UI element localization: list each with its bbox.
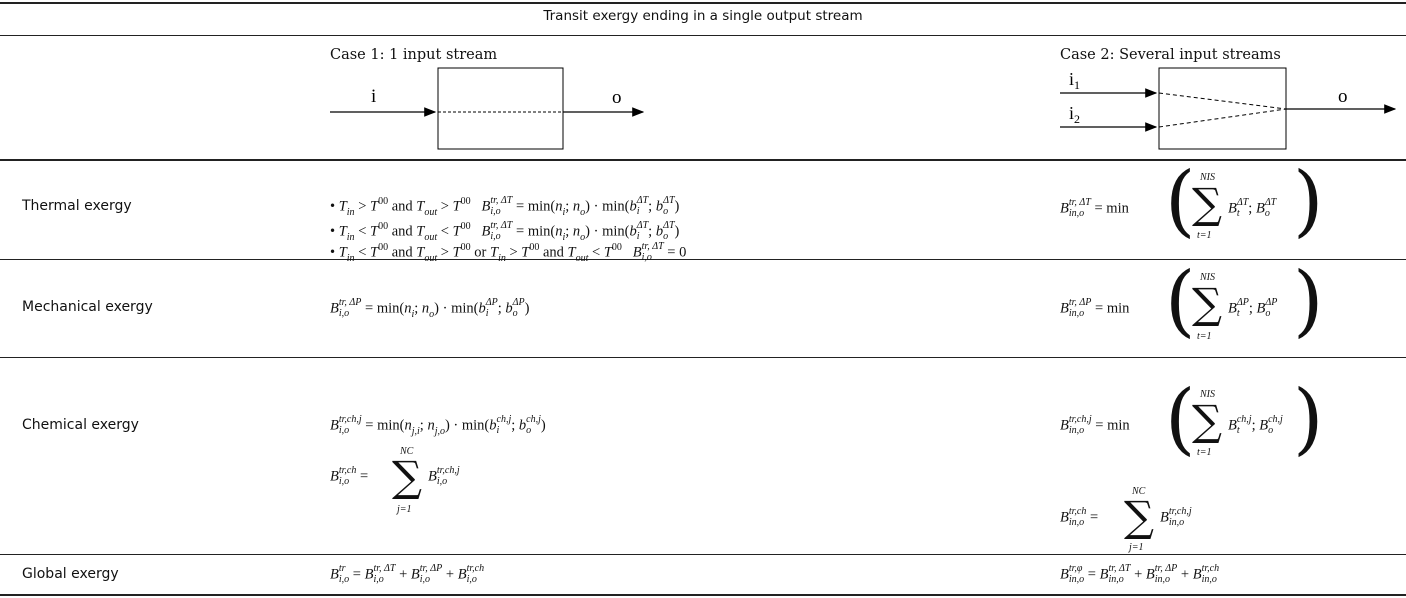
svg-text:i1: i1 bbox=[1069, 69, 1080, 92]
bottom-rule bbox=[0, 594, 1406, 596]
title-rule bbox=[0, 35, 1406, 36]
case1-label: Case 1: 1 input stream bbox=[330, 47, 498, 63]
case2-label: Case 2: Several input streams bbox=[1060, 47, 1281, 63]
mechanical-rule bbox=[0, 357, 1406, 358]
mechanical-sum-upper: NIS bbox=[1200, 272, 1215, 283]
header-rule bbox=[0, 159, 1406, 161]
mechanical-right-paren: ) bbox=[1293, 256, 1324, 346]
table-title: Transit exergy ending in a single output… bbox=[543, 8, 863, 24]
chemical-case2-sum2-sign: ∑ bbox=[1124, 492, 1154, 541]
case2-input2-label: i bbox=[1069, 103, 1074, 123]
thermal-sum-sign: ∑ bbox=[1192, 179, 1222, 228]
mechanical-left-paren: ( bbox=[1165, 256, 1196, 346]
case2-input2-sub: 2 bbox=[1074, 112, 1080, 126]
chemical-sum-upper: NC bbox=[400, 446, 414, 457]
chemical-sum-lower: j=1 bbox=[397, 504, 412, 515]
chemical-case2-sum2-lower: j=1 bbox=[1129, 542, 1144, 553]
row-label-thermal: Thermal exergy bbox=[22, 198, 132, 214]
mechanical-case2-terms: B ΔP t; B ΔP o bbox=[1228, 297, 1278, 319]
chemical-sum-sign: ∑ bbox=[392, 452, 422, 501]
mechanical-sum-sign: ∑ bbox=[1192, 279, 1222, 328]
case2-output-label: o bbox=[1338, 86, 1348, 107]
mechanical-sum-lower: t=1 bbox=[1197, 331, 1212, 342]
row-label-chemical: Chemical exergy bbox=[22, 417, 139, 433]
chemical-case2-sum-sign: ∑ bbox=[1192, 396, 1222, 445]
case1-diagram: i o bbox=[330, 67, 645, 150]
chemical-left-paren: ( bbox=[1165, 374, 1196, 464]
thermal-right-paren: ) bbox=[1293, 156, 1324, 246]
row-label-global: Global exergy bbox=[22, 566, 119, 582]
chemical-case2-sum-lower: t=1 bbox=[1197, 447, 1212, 458]
case1-output-label: o bbox=[612, 87, 622, 108]
top-rule bbox=[0, 2, 1406, 4]
case2-diagram: i1 i2 o bbox=[1060, 67, 1397, 150]
thermal-eq-3: • Tin < T00 and Tout > T00 or Tin > T00 … bbox=[330, 241, 687, 265]
chemical-case2-sum-upper: NIS bbox=[1200, 389, 1215, 400]
thermal-sum-upper: NIS bbox=[1200, 172, 1215, 183]
case1-input-label: i bbox=[371, 86, 376, 107]
row-label-mechanical: Mechanical exergy bbox=[22, 299, 153, 315]
case2-input1-label: i bbox=[1069, 69, 1074, 89]
case2-input1-sub: 1 bbox=[1074, 78, 1080, 92]
chemical-case2-sum2-upper: NC bbox=[1132, 486, 1146, 497]
svg-text:i2: i2 bbox=[1069, 103, 1080, 126]
chemical-rule bbox=[0, 554, 1406, 555]
thermal-left-paren: ( bbox=[1165, 156, 1196, 246]
thermal-rule bbox=[0, 259, 1406, 260]
thermal-case2-terms: B ΔT t; B ΔT o bbox=[1228, 197, 1277, 219]
thermal-sum-lower: t=1 bbox=[1197, 230, 1212, 241]
chemical-right-paren: ) bbox=[1293, 374, 1324, 464]
